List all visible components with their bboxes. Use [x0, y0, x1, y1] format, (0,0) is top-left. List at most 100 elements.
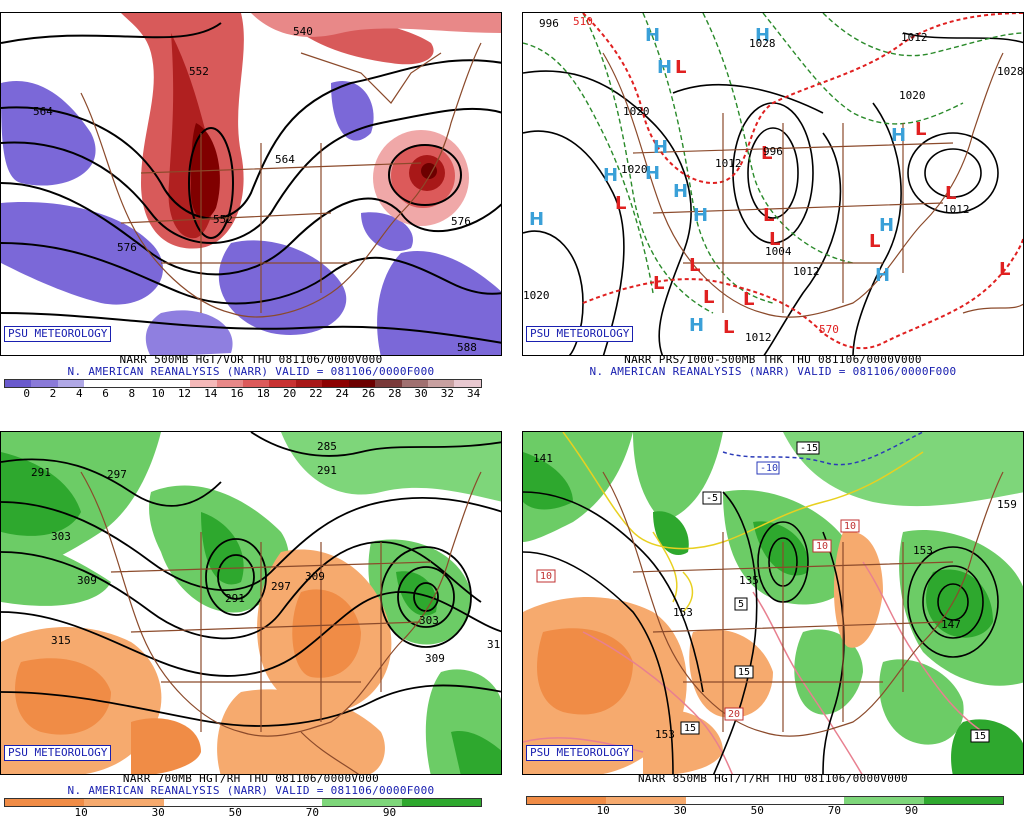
- color-scale-tick: 70: [827, 804, 841, 817]
- color-scale-tick: 16: [230, 387, 244, 400]
- low-pressure-symbol: L: [915, 119, 926, 140]
- color-scale-swatch: [31, 380, 58, 387]
- color-scale-tick: 10: [151, 387, 165, 400]
- contour-label: 135: [739, 574, 759, 587]
- contour-label: 1012: [715, 157, 742, 170]
- contour-label: 141: [533, 452, 553, 465]
- contour-label: 510: [573, 15, 593, 28]
- color-scale-swatch: [764, 797, 845, 804]
- contour-label: 297: [271, 580, 291, 593]
- high-pressure-symbol: H: [879, 215, 894, 236]
- contour-label: 153: [655, 728, 675, 741]
- temperature-label: 10: [816, 541, 828, 552]
- color-scale-swatch: [84, 799, 164, 806]
- contour-label: 552: [189, 65, 209, 78]
- contour-label: 1004: [765, 245, 792, 258]
- low-pressure-symbol: L: [769, 229, 780, 250]
- contour-label: 147: [941, 618, 961, 631]
- color-scale-tick: 30: [151, 806, 165, 819]
- contour-label: 996: [539, 17, 559, 30]
- map-500mb: 540 552 564 576 588 576 552 564: [0, 12, 502, 356]
- panel-850mb: -15 -10 -5 5 10 10 10 15 15 15 20 135 14…: [522, 419, 1024, 819]
- low-pressure-symbol: L: [675, 57, 686, 78]
- contour-label: 564: [275, 153, 295, 166]
- low-pressure-symbol: L: [999, 259, 1010, 280]
- contour-label: 291: [31, 466, 51, 479]
- color-scale-tick: 30: [673, 804, 687, 817]
- contour-label: 1020: [623, 105, 650, 118]
- contour-label: 285: [317, 440, 337, 453]
- panel-title: NARR 500MB HGT/VOR THU 081106/0000V000: [119, 353, 383, 366]
- contour-label: 291: [317, 464, 337, 477]
- low-pressure-symbol: L: [763, 205, 774, 226]
- contour-label: 1012: [745, 331, 772, 344]
- color-scale-tick: 6: [102, 387, 109, 400]
- high-pressure-symbol: H: [657, 57, 672, 78]
- panel-subtitle: N. AMERICAN REANALYSIS (NARR) VALID = 08…: [589, 365, 957, 378]
- contour-label: 291: [225, 592, 245, 605]
- high-pressure-symbol: H: [689, 315, 704, 336]
- color-scale-swatch: [57, 380, 85, 387]
- color-scale-tick: 0: [23, 387, 31, 400]
- color-scale-ticks: 10 30 50 70 90: [4, 807, 482, 819]
- low-pressure-symbol: L: [723, 317, 734, 338]
- color-scale-swatch: [844, 797, 924, 804]
- panel-sfc-thickness: H H H L H H H H L H H L H L L L L H L L: [522, 0, 1024, 400]
- color-scale-ticks: 10 30 50 70 90: [526, 805, 1004, 817]
- contour-label: 564: [33, 105, 53, 118]
- low-pressure-symbol: L: [703, 287, 714, 308]
- color-scale-swatch: [190, 380, 217, 387]
- color-scale-swatch: [428, 380, 455, 387]
- color-scale-bar: [4, 798, 482, 807]
- panel-subtitle: N. AMERICAN REANALYSIS (NARR) VALID = 08…: [67, 784, 435, 797]
- panel-title: NARR 850MB HGT/T/RH THU 081106/0000V000: [638, 772, 908, 785]
- color-scale-tick: 90: [904, 804, 919, 817]
- color-scale-tick: 14: [204, 387, 218, 400]
- contour-label: 576: [451, 215, 471, 228]
- color-scale-tick: 10: [596, 804, 610, 817]
- color-scale-swatch: [348, 380, 376, 387]
- color-scale-tick: 20: [282, 387, 297, 400]
- contour-label: 303: [51, 530, 71, 543]
- panel-title: NARR PRS/1000-500MB THK THU 081106/0000V…: [624, 353, 922, 366]
- psu-badge: PSU METEOROLOGY: [526, 745, 634, 761]
- color-scale-tick: 50: [750, 804, 764, 817]
- color-scale-bar: [526, 796, 1004, 805]
- color-scale-swatch: [375, 380, 402, 387]
- contour-label: 31: [487, 638, 500, 651]
- high-pressure-symbol: H: [891, 125, 906, 146]
- color-scale-tick: 26: [361, 387, 376, 400]
- contour-label: 1028: [749, 37, 776, 50]
- color-scale-bar: [4, 379, 482, 388]
- color-scale-tick: 2: [49, 387, 57, 400]
- color-scale-swatch: [242, 380, 270, 387]
- color-scale-swatch: [216, 380, 243, 387]
- color-scale-swatch: [163, 799, 243, 806]
- temperature-label: -10: [760, 463, 778, 474]
- contour-label: 297: [107, 468, 127, 481]
- color-scale-tick: 32: [440, 387, 454, 400]
- color-scale-tick: 10: [74, 806, 88, 819]
- color-scale-swatch: [295, 380, 323, 387]
- low-pressure-symbol: L: [743, 289, 754, 310]
- contour-label: 309: [305, 570, 325, 583]
- color-scale-swatch: [322, 799, 402, 806]
- map-sfc-thickness: H H H L H H H H L H H L H L L L L H L L: [522, 12, 1024, 356]
- contour-label: 1012: [793, 265, 820, 278]
- panel-subtitle: N. AMERICAN REANALYSIS (NARR) VALID = 08…: [67, 365, 435, 378]
- color-scale-swatch: [242, 799, 323, 806]
- contour-label: 1020: [621, 163, 648, 176]
- panel-700mb: 285 291 297 291 303 309 315 291 297 309 …: [0, 419, 502, 819]
- contour-label: 588: [457, 341, 477, 354]
- color-scale-swatch: [923, 797, 1003, 804]
- temperature-label: -15: [800, 443, 818, 454]
- contour-label: 552: [213, 213, 233, 226]
- color-scale-swatch: [685, 797, 765, 804]
- contour-label: 159: [997, 498, 1017, 511]
- color-scale-swatch: [401, 380, 428, 387]
- contour-label: 1020: [523, 289, 550, 302]
- low-pressure-symbol: L: [689, 255, 700, 276]
- color-scale-tick: 50: [228, 806, 242, 819]
- panel-title: NARR 700MB HGT/RH THU 081106/0000V000: [122, 772, 380, 785]
- color-scale-swatch: [269, 380, 296, 387]
